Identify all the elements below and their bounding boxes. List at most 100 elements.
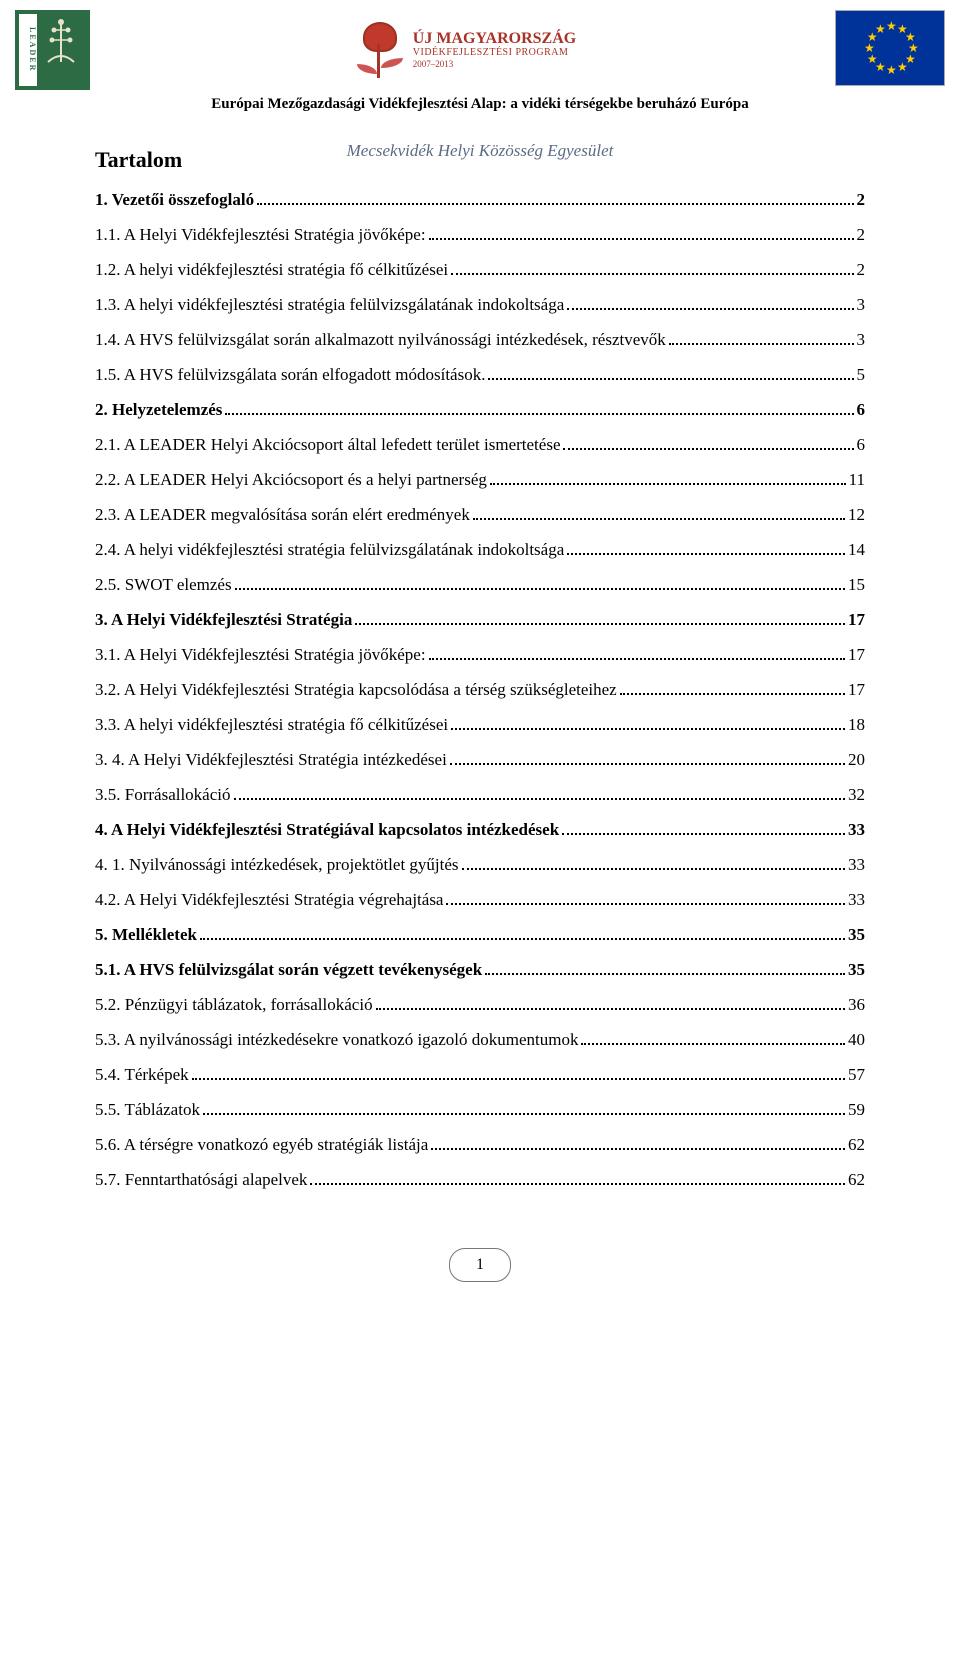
toc-entry-title: 1.5. A HVS felülvizsgálata során elfogad… — [95, 366, 485, 383]
toc-entry-title: 3. 4. A Helyi Vidékfejlesztési Stratégia… — [95, 751, 447, 768]
toc-dot-leader — [225, 401, 853, 415]
toc-dot-leader — [581, 1031, 845, 1045]
toc-dot-leader — [429, 226, 854, 240]
toc-entry-page: 17 — [848, 681, 865, 698]
toc-entry[interactable]: 1.1. A Helyi Vidékfejlesztési Stratégia … — [95, 226, 865, 243]
toc-entry[interactable]: 1.4. A HVS felülvizsgálat során alkalmaz… — [95, 331, 865, 348]
toc-entry[interactable]: 1.3. A helyi vidékfejlesztési stratégia … — [95, 296, 865, 313]
toc-entry-page: 2 — [857, 191, 866, 208]
toc-entry-title: 2. Helyzetelemzés — [95, 401, 222, 418]
toc-entry-page: 33 — [848, 891, 865, 908]
toc-entry[interactable]: 2.2. A LEADER Helyi Akciócsoport és a he… — [95, 471, 865, 488]
toc-entry-title: 3.1. A Helyi Vidékfejlesztési Stratégia … — [95, 646, 426, 663]
toc-entry[interactable]: 1.2. A helyi vidékfejlesztési stratégia … — [95, 261, 865, 278]
toc-entry[interactable]: 3.2. A Helyi Vidékfejlesztési Stratégia … — [95, 681, 865, 698]
toc-entry[interactable]: 4. 1. Nyilvánossági intézkedések, projek… — [95, 856, 865, 873]
center-logo: ÚJ MAGYARORSZÁG VIDÉKFEJLESZTÉSI PROGRAM… — [349, 16, 576, 84]
toc-entry-title: 1. Vezetői összefoglaló — [95, 191, 254, 208]
toc-entry[interactable]: 3. 4. A Helyi Vidékfejlesztési Stratégia… — [95, 751, 865, 768]
toc-entry-page: 12 — [848, 506, 865, 523]
leader-plant-icon — [42, 16, 80, 64]
toc-entry-title: 2.5. SWOT elemzés — [95, 576, 232, 593]
toc-entry-title: 2.1. A LEADER Helyi Akciócsoport által l… — [95, 436, 560, 453]
toc-entry[interactable]: 1. Vezetői összefoglaló 2 — [95, 191, 865, 208]
toc-dot-leader — [234, 786, 846, 800]
eu-star-icon: ★ — [908, 44, 916, 52]
toc-entry-title: 4. A Helyi Vidékfejlesztési Stratégiával… — [95, 821, 559, 838]
toc-entry-title: 5.3. A nyilvánossági intézkedésekre vona… — [95, 1031, 578, 1048]
eu-star-icon: ★ — [867, 55, 875, 63]
toc-entry-title: 5.2. Pénzügyi táblázatok, forrásallokáci… — [95, 996, 373, 1013]
toc-entry[interactable]: 2.3. A LEADER megvalósítása során elért … — [95, 506, 865, 523]
toc-dot-leader — [451, 261, 853, 275]
toc-entry[interactable]: 2.4. A helyi vidékfejlesztési stratégia … — [95, 541, 865, 558]
flower-icon — [349, 16, 407, 84]
toc-dot-leader — [669, 331, 854, 345]
toc-dot-leader — [563, 436, 853, 450]
toc-entry-title: 3.3. A helyi vidékfejlesztési stratégia … — [95, 716, 448, 733]
toc-entry[interactable]: 5.2. Pénzügyi táblázatok, forrásallokáci… — [95, 996, 865, 1013]
toc-dot-leader — [620, 681, 845, 695]
toc-entry-page: 11 — [849, 471, 865, 488]
eafrd-headerline: Európai Mezőgazdasági Vidékfejlesztési A… — [95, 96, 865, 113]
toc-entry[interactable]: 2.5. SWOT elemzés 15 — [95, 576, 865, 593]
toc-entry-page: 14 — [848, 541, 865, 558]
eu-star-icon: ★ — [864, 44, 872, 52]
toc-entry[interactable]: 5.1. A HVS felülvizsgálat során végzett … — [95, 961, 865, 978]
toc-entry[interactable]: 5.4. Térképek57 — [95, 1066, 865, 1083]
toc-dot-leader — [257, 191, 853, 205]
center-logo-sub: VIDÉKFEJLESZTÉSI PROGRAM — [413, 47, 576, 58]
toc-dot-leader — [485, 961, 845, 975]
toc-dot-leader — [235, 576, 845, 590]
toc-entry[interactable]: 5.5. Táblázatok59 — [95, 1101, 865, 1118]
toc-entry[interactable]: 5.3. A nyilvánossági intézkedésekre vona… — [95, 1031, 865, 1048]
eu-flag-logo: ★★★★★★★★★★★★ — [835, 10, 945, 86]
eu-star-icon: ★ — [886, 22, 894, 30]
toc-entry-title: 3.5. Forrásallokáció — [95, 786, 231, 803]
toc-entry-title: 5.5. Táblázatok — [95, 1101, 200, 1118]
toc-entry[interactable]: 3. A Helyi Vidékfejlesztési Stratégia17 — [95, 611, 865, 628]
toc-entry[interactable]: 4. A Helyi Vidékfejlesztési Stratégiával… — [95, 821, 865, 838]
table-of-contents: 1. Vezetői összefoglaló 2 1.1. A Helyi Vid… — [95, 191, 865, 1188]
toc-dot-leader — [192, 1066, 845, 1080]
toc-dot-leader — [473, 506, 845, 520]
toc-entry-page: 17 — [848, 646, 865, 663]
toc-entry-page: 35 — [848, 926, 865, 943]
toc-entry-title: 2.2. A LEADER Helyi Akciócsoport és a he… — [95, 471, 487, 488]
toc-entry[interactable]: 5. Mellékletek 35 — [95, 926, 865, 943]
toc-dot-leader — [310, 1171, 845, 1185]
toc-entry[interactable]: 2. Helyzetelemzés 6 — [95, 401, 865, 418]
toc-dot-leader — [200, 926, 845, 940]
toc-entry[interactable]: 4.2. A Helyi Vidékfejlesztési Stratégia … — [95, 891, 865, 908]
toc-entry[interactable]: 1.5. A HVS felülvizsgálata során elfogad… — [95, 366, 865, 383]
toc-entry[interactable]: 3.3. A helyi vidékfejlesztési stratégia … — [95, 716, 865, 733]
toc-entry-page: 2 — [857, 226, 866, 243]
toc-entry-page: 35 — [848, 961, 865, 978]
page-number: 1 — [476, 1256, 484, 1274]
toc-entry-page: 20 — [848, 751, 865, 768]
toc-dot-leader — [355, 611, 845, 625]
toc-entry-title: 1.1. A Helyi Vidékfejlesztési Stratégia … — [95, 226, 426, 243]
toc-entry-title: 1.3. A helyi vidékfejlesztési stratégia … — [95, 296, 564, 313]
page-container: LEADER ÚJ MAGYARORSZÁG VIDÉKFE — [0, 0, 960, 1322]
toc-entry-title: 2.4. A helyi vidékfejlesztési stratégia … — [95, 541, 564, 558]
toc-entry-page: 3 — [857, 296, 866, 313]
toc-dot-leader — [376, 996, 845, 1010]
toc-dot-leader — [567, 541, 845, 555]
toc-entry[interactable]: 3.5. Forrásallokáció32 — [95, 786, 865, 803]
toc-entry-page: 40 — [848, 1031, 865, 1048]
toc-entry-page: 15 — [848, 576, 865, 593]
toc-entry[interactable]: 5.6. A térségre vonatkozó egyéb stratégi… — [95, 1136, 865, 1153]
toc-dot-leader — [446, 891, 845, 905]
toc-entry[interactable]: 5.7. Fenntarthatósági alapelvek62 — [95, 1171, 865, 1188]
eu-stars-icon: ★★★★★★★★★★★★ — [862, 20, 918, 76]
center-logo-title: ÚJ MAGYARORSZÁG — [413, 30, 576, 48]
toc-dot-leader — [488, 366, 853, 380]
toc-entry-page: 3 — [857, 331, 866, 348]
toc-entry-title: 5. Mellékletek — [95, 926, 197, 943]
toc-entry[interactable]: 2.1. A LEADER Helyi Akciócsoport által l… — [95, 436, 865, 453]
toc-entry-title: 3. A Helyi Vidékfejlesztési Stratégia — [95, 611, 352, 628]
toc-entry-page: 6 — [857, 401, 866, 418]
toc-entry-page: 33 — [848, 821, 865, 838]
toc-entry[interactable]: 3.1. A Helyi Vidékfejlesztési Stratégia … — [95, 646, 865, 663]
